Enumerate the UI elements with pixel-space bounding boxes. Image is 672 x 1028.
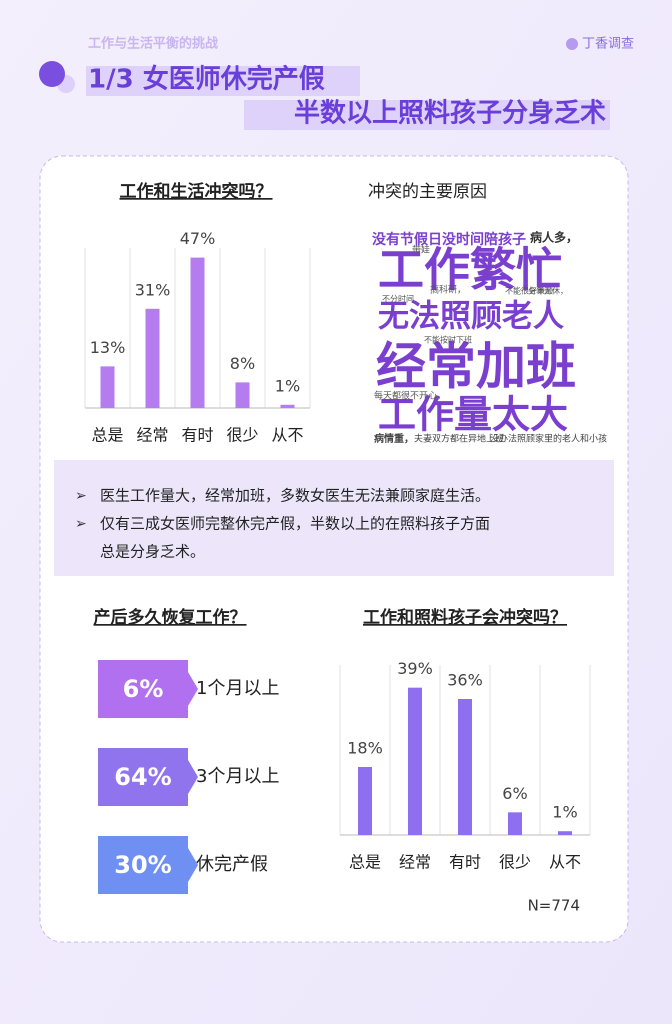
value-label: 39%	[397, 659, 433, 678]
section-label: 工作与生活平衡的挑战	[88, 36, 218, 52]
word-cloud-word: 带娃	[412, 244, 430, 256]
word-cloud-word: 工作繁忙	[378, 243, 562, 297]
bullet-icon: ➢	[75, 488, 87, 504]
bar	[190, 257, 205, 408]
bar	[145, 308, 160, 408]
title-highlight	[86, 66, 360, 96]
sample-size: N=774	[528, 897, 580, 915]
stat-value: 30%	[114, 851, 171, 879]
stat-label: 3个月以上	[196, 766, 279, 787]
word-cloud-word: 夫妻双方都在异地上班	[414, 433, 504, 445]
word-cloud-word: 工作量太大	[378, 393, 568, 437]
title: 半数以上照料孩子分身乏术	[294, 98, 606, 129]
stat-value: 6%	[123, 675, 164, 703]
x-tick-label: 总是	[349, 853, 381, 872]
bar	[358, 767, 372, 835]
bullet-text: 医生工作量大，经常加班，多数女医生无法兼顾家庭生活。	[100, 487, 490, 505]
value-label: 18%	[347, 739, 383, 758]
x-tick-label: 经常	[399, 853, 431, 872]
summary-box	[54, 460, 614, 576]
bar	[280, 404, 295, 408]
word-cloud-word: 搞科研，	[430, 284, 466, 296]
stat-label: 休完产假	[196, 854, 268, 875]
deco-dot	[39, 61, 65, 87]
word-cloud-word: 病人多，	[530, 230, 578, 245]
word-cloud-word: 全年无休，	[528, 286, 568, 296]
word-cloud-word: 不能很好兼顾	[505, 286, 553, 296]
value-label: 6%	[502, 784, 527, 803]
word-cloud-title: 冲突的主要原因	[368, 182, 487, 202]
x-tick-label: 从不	[549, 853, 581, 872]
bullet-icon: ➢	[75, 516, 87, 532]
bar	[458, 699, 472, 835]
word-cloud-word: 病情重，	[374, 432, 414, 445]
x-tick-label: 有时	[449, 853, 481, 872]
x-tick-label: 从不	[271, 426, 303, 445]
stat-label: 1个月以上	[196, 678, 279, 699]
x-tick-label: 总是	[91, 426, 123, 445]
chart-title: 工作和生活冲突吗？	[120, 181, 273, 202]
brand: 丁香调查	[582, 37, 634, 52]
value-label: 36%	[447, 671, 483, 690]
bullet-text: 仅有三成女医师完整休完产假，半数以上的在照料孩子方面	[100, 515, 490, 533]
word-cloud-word: 不分时间	[382, 294, 414, 304]
block-tab	[188, 848, 198, 882]
stat-block	[98, 748, 188, 806]
value-label: 13%	[90, 338, 126, 357]
bar	[408, 687, 422, 835]
word-cloud-word: 没有节假日没时间陪孩子	[372, 231, 526, 248]
x-tick-label: 有时	[181, 426, 213, 445]
block-tab	[188, 672, 198, 706]
chart-title: 产后多久恢复工作？	[94, 607, 247, 628]
brand-logo	[566, 38, 578, 50]
word-cloud-word: 没办法照顾家里的老人和小孩	[490, 433, 607, 445]
bullet-text: 总是分身乏术。	[100, 543, 205, 561]
title: 1/3 女医师休完产假	[88, 64, 325, 95]
chart-title: 工作和照料孩子会冲突吗？	[363, 607, 567, 628]
value-label: 47%	[180, 229, 216, 248]
bar	[100, 366, 115, 408]
x-tick-label: 经常	[136, 426, 168, 445]
stat-block	[98, 660, 188, 718]
word-cloud-word: 每天都很不开心，	[374, 390, 446, 402]
value-label: 8%	[230, 354, 255, 373]
block-tab	[188, 760, 198, 794]
bar	[235, 382, 250, 408]
x-tick-label: 很少	[499, 853, 531, 872]
stat-value: 64%	[114, 763, 171, 791]
title-highlight	[244, 100, 610, 130]
x-tick-label: 很少	[226, 426, 258, 445]
bar	[558, 831, 572, 835]
word-cloud-word: 不能按时下班	[424, 335, 472, 345]
value-label: 31%	[135, 280, 171, 299]
word-cloud-word: 经常加班	[376, 338, 576, 396]
value-label: 1%	[552, 803, 577, 822]
value-label: 1%	[275, 376, 300, 395]
stat-block	[98, 836, 188, 894]
bar	[508, 812, 522, 835]
word-cloud-word: 无法照顾老人	[378, 299, 564, 335]
